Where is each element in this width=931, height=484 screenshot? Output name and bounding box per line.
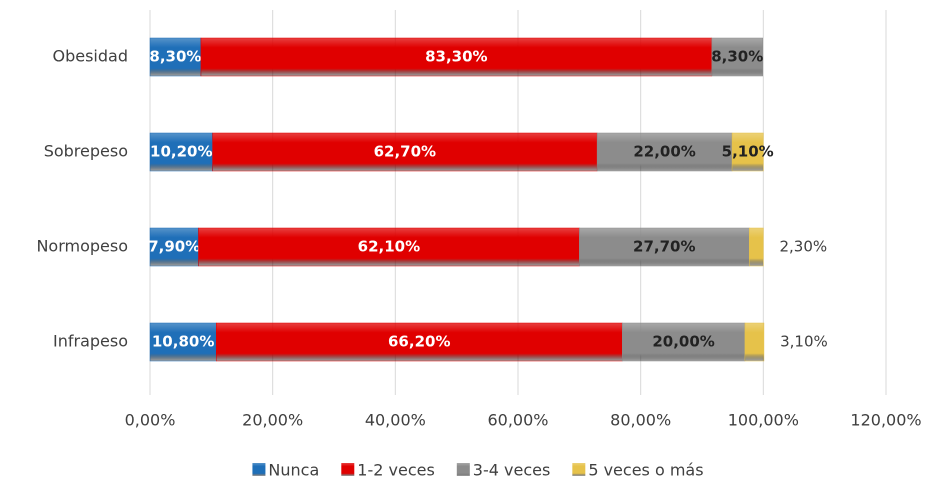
- data-label: 10,80%: [152, 333, 214, 351]
- data-label: 83,30%: [425, 48, 487, 66]
- y-tick-label: Normopeso: [36, 237, 128, 256]
- legend-item: 1-2 veces: [341, 461, 435, 480]
- data-label: 20,00%: [652, 333, 714, 351]
- bar-segment: [744, 322, 765, 362]
- legend-swatch: [456, 463, 470, 476]
- data-label: 8,30%: [149, 48, 201, 66]
- legend-item: 5 veces o más: [572, 461, 704, 480]
- y-tick-label: Infrapeso: [53, 332, 128, 351]
- legend-label: Nunca: [268, 461, 319, 480]
- legend-item: Nunca: [252, 461, 319, 480]
- legend-label: 3-4 veces: [473, 461, 551, 480]
- x-tick-label: 0,00%: [125, 411, 176, 430]
- bar-segment: [622, 322, 746, 362]
- bar-segment: [215, 322, 623, 362]
- data-label: 7,90%: [148, 238, 200, 256]
- x-tick-label: 60,00%: [487, 411, 548, 430]
- bar-segment: [596, 132, 733, 172]
- data-label: 27,70%: [633, 238, 695, 256]
- bar-segment: [198, 227, 580, 267]
- legend-item: 3-4 veces: [456, 461, 551, 480]
- data-label: 62,70%: [374, 143, 436, 161]
- bar-segment: [200, 37, 713, 77]
- bar-segment: [579, 227, 750, 267]
- x-tick-label: 20,00%: [242, 411, 303, 430]
- data-label: 5,10%: [722, 143, 774, 161]
- legend-swatch: [252, 463, 266, 476]
- bar-segment: [149, 322, 217, 362]
- data-label: 2,30%: [780, 238, 828, 256]
- legend-label: 5 veces o más: [588, 461, 703, 480]
- bar-segment: [731, 132, 764, 172]
- legend-swatch: [341, 463, 355, 476]
- data-label: 62,10%: [358, 238, 420, 256]
- data-label: 3,10%: [780, 333, 828, 351]
- bar-segment: [149, 132, 213, 172]
- legend-swatch: [572, 463, 586, 476]
- bar-segment: [212, 132, 598, 172]
- data-label: 66,20%: [388, 333, 450, 351]
- bar-segment: [711, 37, 763, 77]
- data-label: 10,20%: [150, 143, 212, 161]
- y-tick-label: Obesidad: [53, 47, 129, 66]
- x-tick-label: 100,00%: [728, 411, 799, 430]
- data-label: 8,30%: [711, 48, 763, 66]
- data-label: 22,00%: [633, 143, 695, 161]
- bar-segment: [748, 227, 764, 267]
- legend-label: 1-2 veces: [357, 461, 435, 480]
- x-tick-label: 40,00%: [365, 411, 426, 430]
- x-tick-label: 80,00%: [610, 411, 671, 430]
- x-tick-label: 120,00%: [850, 411, 921, 430]
- y-tick-label: Sobrepeso: [44, 142, 128, 161]
- bar-segment: [149, 37, 202, 77]
